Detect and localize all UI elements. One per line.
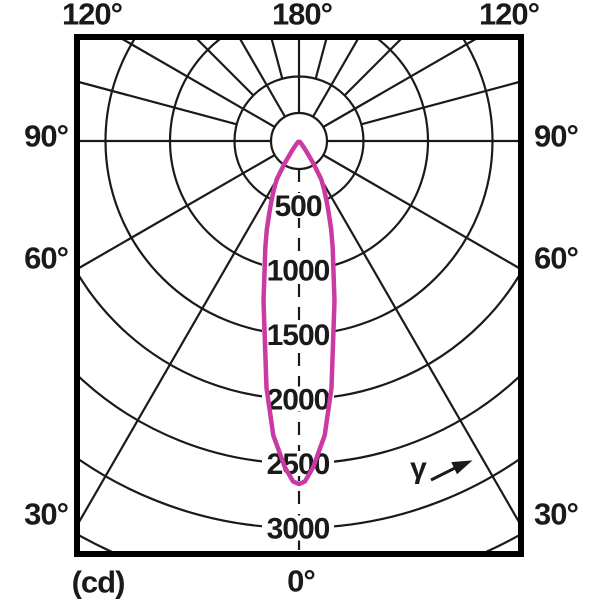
ring-label-mask [262,451,334,476]
angle-label-right-30: 30° [534,496,579,532]
gamma-grid-line [80,154,276,269]
angle-label-right-90: 90° [534,118,579,154]
angle-label-top-left: 120° [61,0,123,32]
ring-label-mask [262,515,334,541]
gamma-direction-arrow [430,460,473,482]
gamma-grid-line [80,81,237,126]
gamma-grid-line [196,40,255,97]
ring-value-label: 500 [274,190,321,223]
gamma-grid-line [343,40,402,97]
ring-value-label: 1000 [267,255,330,288]
ring-label-mask [270,193,326,218]
intensity-curve [261,139,337,487]
diagram-frame [74,34,524,557]
gamma-grid-line [239,40,286,118]
ring-label-mask [262,322,334,347]
unit-label-cd: (cd) [71,564,126,600]
angle-label-top-right: 120° [478,0,540,32]
gamma-grid-line [322,154,518,269]
gamma-grid-line [322,40,477,128]
gamma-arrow-head [451,460,473,475]
angle-label-left-60: 60° [24,240,69,276]
angle-label-left-90: 90° [24,118,69,154]
gamma-grid-line [312,164,518,523]
ring-label-mask [262,386,334,412]
gamma-grid-line [312,40,359,118]
gamma-symbol-label: γ [410,452,427,485]
ring-label-mask [262,257,334,283]
gamma-grid-line [361,81,518,126]
angle-label-left-30: 30° [24,496,69,532]
angle-label-bottom-0: 0° [287,563,316,599]
angle-label-right-60: 60° [534,240,579,276]
ring-value-label: 2000 [267,384,330,417]
gamma-grid-line [80,164,286,523]
gamma-grid-line [121,40,276,128]
ring-value-label: 3000 [267,513,330,546]
angle-label-top-center: 180° [271,0,333,32]
gamma-arrow-shaft [430,466,457,482]
ring-value-label: 1500 [267,319,330,352]
